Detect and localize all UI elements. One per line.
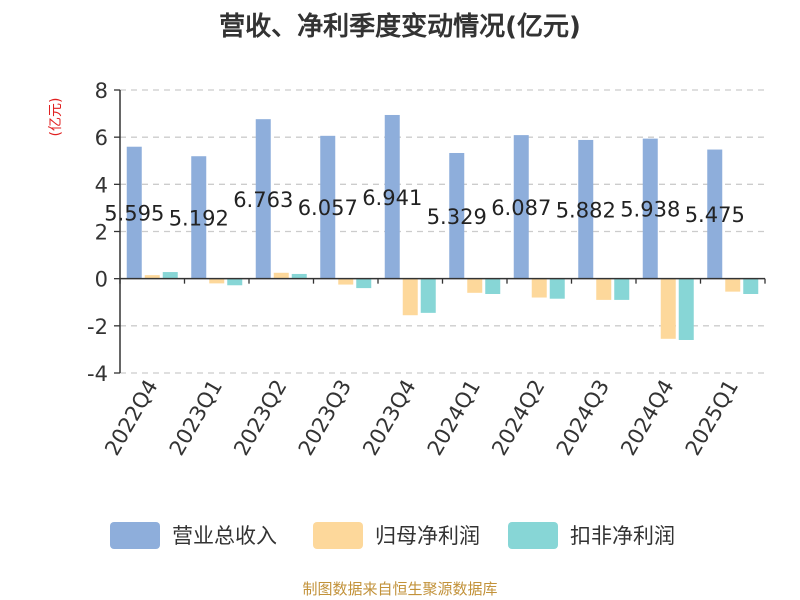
x-tick-label: 2024Q1 (423, 376, 485, 460)
legend-label: 营业总收入 (172, 524, 277, 548)
chart-title: 营收、净利季度变动情况(亿元) (219, 12, 581, 42)
x-tick-label: 2022Q4 (100, 376, 162, 460)
y-tick-label: -4 (87, 362, 108, 386)
data-label: 6.057 (298, 196, 358, 220)
bar (126, 146, 142, 279)
bar (513, 135, 529, 279)
bar (162, 272, 178, 279)
bar (549, 278, 565, 299)
bar (449, 152, 465, 279)
legend-label: 归母净利润 (375, 524, 480, 548)
data-label: 5.192 (169, 206, 229, 230)
y-tick-label: 2 (95, 221, 108, 245)
bar (227, 278, 243, 286)
bar (273, 272, 289, 279)
legend-swatch (110, 522, 160, 549)
bar (467, 278, 483, 293)
bar (320, 135, 336, 279)
bar (678, 278, 694, 340)
x-tick-label: 2023Q1 (165, 376, 227, 460)
bar (642, 138, 658, 279)
y-tick-label: 6 (95, 126, 108, 150)
data-label: 6.941 (362, 186, 422, 210)
bar (743, 278, 759, 294)
bar (291, 273, 307, 279)
bar (707, 149, 723, 279)
data-label: 5.882 (556, 198, 616, 222)
legend-swatch (313, 522, 363, 549)
y-tick-label: 0 (95, 268, 108, 292)
bar (255, 119, 271, 279)
data-label: 6.087 (491, 196, 551, 220)
bar (191, 156, 207, 279)
data-label: 5.475 (685, 203, 745, 227)
legend-label: 扣非净利润 (570, 524, 675, 548)
bar (384, 114, 400, 279)
x-tick-label: 2023Q2 (229, 376, 291, 460)
bar (144, 275, 160, 279)
bar (420, 278, 436, 313)
bar (338, 278, 354, 285)
legend-swatch (508, 522, 558, 549)
bar (485, 278, 501, 294)
bar (725, 278, 741, 292)
bar (356, 278, 372, 289)
y-tick-label: -2 (87, 315, 108, 339)
data-label: 5.595 (104, 202, 164, 226)
data-label: 5.938 (620, 198, 680, 222)
bar (402, 278, 418, 316)
x-tick-label: 2023Q4 (358, 376, 420, 460)
bar (660, 278, 676, 339)
x-tick-label: 2023Q3 (294, 376, 356, 460)
bar (614, 278, 630, 300)
y-tick-label: 8 (95, 79, 108, 103)
bar (596, 278, 612, 300)
bar (209, 278, 225, 284)
y-tick-label: 4 (95, 173, 108, 197)
data-label: 6.763 (233, 188, 293, 212)
data-label: 5.329 (427, 205, 487, 229)
x-tick-label: 2024Q2 (487, 376, 549, 460)
x-tick-label: 2025Q1 (681, 376, 743, 460)
y-axis-label: (亿元) (48, 98, 64, 137)
data-source-footer: 制图数据来自恒生聚源数据库 (302, 580, 498, 598)
bar (531, 278, 547, 298)
bar (578, 139, 594, 279)
x-tick-label: 2024Q4 (616, 376, 678, 460)
x-tick-label: 2024Q3 (552, 376, 614, 460)
